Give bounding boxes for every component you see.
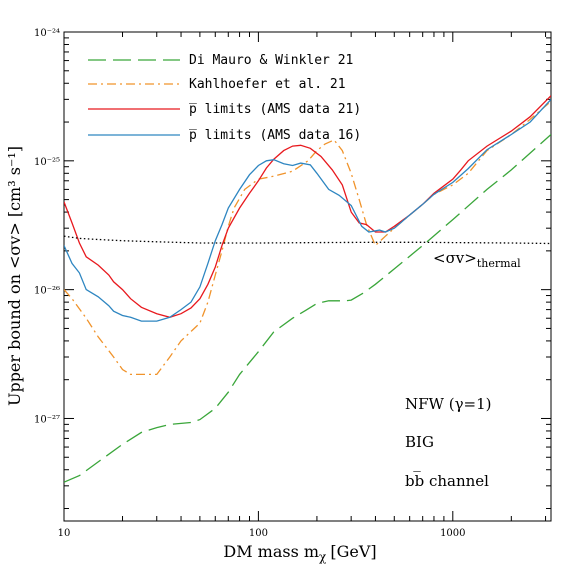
annotation-propagation: BIG xyxy=(405,433,434,451)
y-tick-label: 10⁻²⁶ xyxy=(34,286,60,297)
series-line-4 xyxy=(64,235,551,245)
thermal-label: <σv>thermal xyxy=(433,249,521,270)
legend-label-2: p̅ limits (AMS data 21) xyxy=(189,102,361,117)
legend-label-3: p̅ limits (AMS data 16) xyxy=(189,128,361,143)
x-axis-label: DM mass mχ [GeV] xyxy=(223,542,376,564)
legend-label-0: Di Mauro & Winkler 21 xyxy=(189,53,353,68)
legend-label-1: Kahlhoefer et al. 21 xyxy=(189,77,346,92)
plot-frame xyxy=(63,31,552,522)
x-tick-label: 10 xyxy=(58,528,71,539)
annotation-channel: bb̅ channel xyxy=(405,471,489,490)
legend: Di Mauro & Winkler 21 Kahlhoefer et al. 2… xyxy=(88,53,361,143)
series-line-0 xyxy=(64,134,551,483)
y-tick-label: 10⁻²⁵ xyxy=(34,157,60,168)
x-tick-label: 100 xyxy=(249,528,268,539)
y-axis-label: Upper bound on <σv> [cm³ s⁻¹] xyxy=(5,146,24,406)
series-group xyxy=(64,95,551,483)
annotation-profile: NFW (γ=1) xyxy=(405,395,492,413)
series-line-3 xyxy=(64,98,551,322)
x-tick-label: 1000 xyxy=(440,528,465,539)
y-tick-label: 10⁻²⁴ xyxy=(34,28,60,39)
axis-ticks: 10 100 1000 10⁻²⁴ 10⁻²⁵ 10⁻²⁶ 10⁻²⁷ xyxy=(34,28,551,539)
y-tick-label: 10⁻²⁷ xyxy=(34,414,60,425)
